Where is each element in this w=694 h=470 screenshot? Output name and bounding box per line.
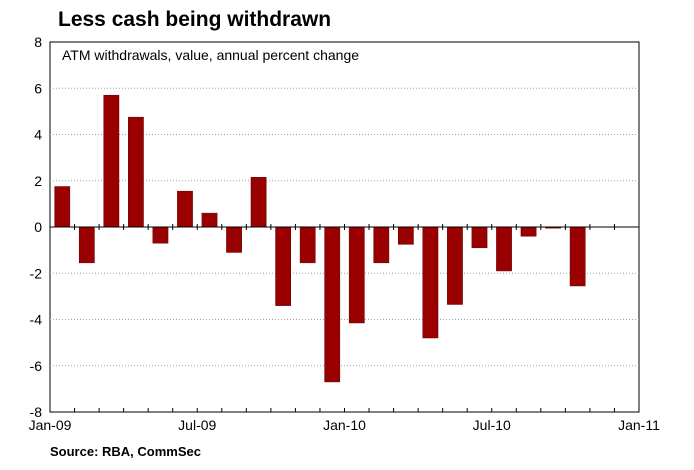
bar	[496, 226, 512, 272]
bar	[324, 226, 341, 383]
bar	[128, 116, 144, 228]
chart-subtitle: ATM withdrawals, value, annual percent c…	[62, 47, 359, 63]
bar	[373, 226, 390, 264]
y-tick-label: 0	[34, 219, 42, 235]
bar	[103, 94, 120, 228]
bar	[569, 226, 586, 287]
y-tick-label: 6	[34, 80, 42, 96]
y-tick-label: 4	[34, 127, 42, 143]
x-tick-label: Jul-10	[473, 417, 511, 433]
bar	[397, 226, 414, 245]
bar	[226, 226, 242, 253]
bar	[152, 226, 169, 244]
y-tick-label: -8	[30, 404, 43, 420]
bars	[54, 94, 586, 383]
y-tick-label: -6	[30, 358, 43, 374]
axes	[50, 224, 639, 412]
bar	[520, 226, 537, 237]
bar	[348, 226, 365, 324]
bar	[54, 186, 71, 228]
bar	[78, 226, 95, 264]
bar	[299, 226, 316, 264]
x-tick-label: Jan-11	[618, 417, 660, 433]
y-tick-labels: -8 -6 -4 -2 0 2 4 6 8	[30, 34, 43, 420]
x-tick-labels: Jan-09 Jul-09 Jan-10 Jul-10 Jan-11	[29, 417, 660, 433]
y-tick-label: -4	[30, 312, 43, 328]
y-tick-label: 2	[34, 173, 42, 189]
bar	[471, 226, 488, 249]
x-tick-label: Jan-10	[323, 417, 366, 433]
bar	[422, 226, 439, 339]
bar	[177, 190, 193, 228]
chart-title: Less cash being withdrawn	[58, 8, 331, 31]
chart-source: Source: RBA, CommSec	[50, 444, 201, 459]
bar	[275, 226, 292, 306]
x-tick-label: Jan-09	[29, 417, 72, 433]
y-tick-label: -2	[30, 265, 43, 281]
x-tick-label: Jul-09	[178, 417, 216, 433]
bar	[447, 226, 463, 305]
bar	[250, 177, 267, 228]
y-tick-label: 8	[34, 34, 42, 50]
bar	[201, 212, 218, 228]
